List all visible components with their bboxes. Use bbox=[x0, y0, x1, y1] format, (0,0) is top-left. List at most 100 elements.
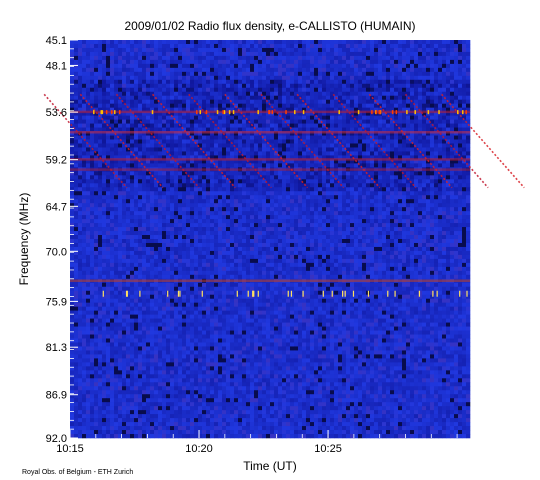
heatmap-cell bbox=[122, 143, 127, 148]
heatmap-cell bbox=[146, 231, 151, 236]
heatmap-cell bbox=[302, 219, 307, 224]
heatmap-cell bbox=[418, 203, 423, 208]
heatmap-cell bbox=[186, 215, 191, 220]
heatmap-cell bbox=[314, 43, 319, 49]
heatmap-cell bbox=[294, 199, 299, 204]
heatmap-cell bbox=[142, 179, 147, 184]
heatmap-cell bbox=[254, 143, 259, 148]
heatmap-cell bbox=[398, 163, 403, 168]
heatmap-cell bbox=[222, 143, 227, 148]
heatmap-cell bbox=[350, 71, 355, 77]
heatmap-cell bbox=[106, 115, 111, 120]
heatmap-cell bbox=[130, 79, 135, 85]
heatmap-cell bbox=[126, 215, 131, 220]
heatmap-cell bbox=[278, 235, 283, 240]
heatmap-cell bbox=[86, 67, 91, 73]
heatmap-cell bbox=[454, 155, 459, 160]
heatmap-cell bbox=[298, 111, 303, 116]
heatmap-cell bbox=[102, 99, 107, 104]
heatmap-cell bbox=[458, 151, 463, 156]
heatmap-cell bbox=[158, 163, 163, 168]
heatmap-cell bbox=[266, 91, 271, 97]
heatmap-cell bbox=[430, 227, 435, 232]
heatmap-cell bbox=[74, 47, 79, 53]
heatmap-cell bbox=[106, 227, 111, 232]
heatmap-cell bbox=[194, 107, 199, 112]
heatmap-cell bbox=[198, 187, 203, 192]
heatmap-cell bbox=[254, 187, 259, 192]
heatmap-cell bbox=[366, 147, 371, 152]
heatmap-cell bbox=[82, 231, 87, 236]
heatmap-cell bbox=[362, 67, 367, 73]
heatmap-cell bbox=[294, 179, 299, 184]
heatmap-cell bbox=[258, 207, 263, 212]
heatmap-cell bbox=[338, 99, 343, 104]
heatmap-cell bbox=[290, 47, 295, 53]
heatmap-cell bbox=[166, 171, 171, 176]
heatmap-cell bbox=[130, 187, 135, 192]
heatmap-cell bbox=[234, 227, 239, 232]
heatmap-cell bbox=[278, 231, 283, 236]
heatmap-cell bbox=[278, 163, 283, 168]
heatmap-cell bbox=[274, 159, 279, 164]
heatmap-cell bbox=[346, 83, 351, 89]
heatmap-cell bbox=[370, 127, 375, 132]
heatmap-cell bbox=[382, 71, 387, 77]
heatmap-cell bbox=[178, 143, 183, 148]
heatmap-cell bbox=[290, 183, 295, 188]
heatmap-cell bbox=[342, 95, 347, 100]
heatmap-cell bbox=[266, 187, 271, 192]
heatmap-cell bbox=[466, 139, 471, 144]
heatmap-cell bbox=[390, 75, 395, 81]
heatmap-cell bbox=[94, 155, 99, 160]
heatmap-cell bbox=[94, 63, 99, 69]
heatmap-cell bbox=[442, 183, 447, 188]
heatmap-cell bbox=[446, 143, 451, 148]
heatmap-cell bbox=[266, 175, 271, 180]
heatmap-cell bbox=[358, 83, 363, 89]
heatmap-cell bbox=[110, 87, 115, 93]
heatmap-cell bbox=[218, 191, 223, 196]
heatmap-cell bbox=[462, 171, 467, 176]
heatmap-cell bbox=[338, 95, 343, 100]
heatmap-cell bbox=[190, 147, 195, 152]
heatmap-cell bbox=[114, 175, 119, 180]
heatmap-cell bbox=[214, 203, 219, 208]
heatmap-cell bbox=[278, 55, 283, 61]
heatmap-cell bbox=[166, 55, 171, 61]
heatmap-cell bbox=[182, 83, 187, 89]
heatmap-cell bbox=[178, 175, 183, 180]
heatmap-cell bbox=[406, 115, 411, 120]
heatmap-cell bbox=[366, 183, 371, 188]
heatmap-cell bbox=[94, 223, 99, 228]
heatmap-cell bbox=[446, 71, 451, 77]
heatmap-cell bbox=[382, 91, 387, 97]
heatmap-cell bbox=[174, 111, 179, 116]
heatmap-cell bbox=[294, 155, 299, 160]
heatmap-cell bbox=[154, 67, 159, 73]
heatmap-cell bbox=[82, 135, 87, 140]
heatmap-cell bbox=[410, 99, 415, 104]
heatmap-cell bbox=[230, 227, 235, 232]
heatmap-cell bbox=[114, 163, 119, 168]
heatmap-cell bbox=[374, 55, 379, 61]
heatmap-cell bbox=[118, 207, 123, 212]
heatmap-cell bbox=[138, 43, 143, 49]
heatmap-cell bbox=[382, 191, 387, 196]
heatmap-cell bbox=[270, 91, 275, 97]
heatmap-cell bbox=[282, 40, 287, 45]
heatmap-cell bbox=[110, 231, 115, 236]
heatmap-cell bbox=[230, 83, 235, 89]
heatmap-cell bbox=[110, 211, 115, 216]
heatmap-cell bbox=[238, 119, 243, 124]
heatmap-cell bbox=[138, 171, 143, 176]
heatmap-cell bbox=[162, 163, 167, 168]
heatmap-cell bbox=[218, 91, 223, 97]
heatmap-cell bbox=[462, 231, 467, 236]
heatmap-cell bbox=[426, 59, 431, 65]
heatmap-cell bbox=[134, 119, 139, 124]
heatmap-cell bbox=[434, 147, 439, 152]
heatmap-cell bbox=[338, 115, 343, 120]
heatmap-cell bbox=[230, 155, 235, 160]
heatmap-cell bbox=[126, 131, 131, 136]
